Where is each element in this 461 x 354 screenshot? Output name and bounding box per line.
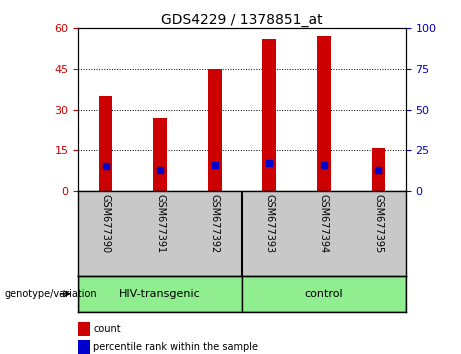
Text: GSM677392: GSM677392 [210, 194, 220, 253]
Bar [208, 69, 222, 191]
Text: HIV-transgenic: HIV-transgenic [119, 289, 201, 299]
Text: GSM677394: GSM677394 [319, 194, 329, 253]
Bar [262, 39, 276, 191]
Title: GDS4229 / 1378851_at: GDS4229 / 1378851_at [161, 13, 323, 27]
Text: genotype/variation: genotype/variation [5, 289, 97, 299]
Text: percentile rank within the sample: percentile rank within the sample [93, 342, 258, 352]
Text: GSM677390: GSM677390 [100, 194, 111, 253]
Text: GSM677391: GSM677391 [155, 194, 165, 253]
Bar [99, 96, 112, 191]
Bar [242, 276, 406, 312]
Bar [372, 148, 385, 191]
Bar [154, 118, 167, 191]
Bar [78, 276, 242, 312]
Text: GSM677395: GSM677395 [373, 194, 384, 253]
Text: control: control [305, 289, 343, 299]
Text: count: count [93, 324, 121, 334]
Text: GSM677393: GSM677393 [264, 194, 274, 253]
Bar [317, 36, 331, 191]
